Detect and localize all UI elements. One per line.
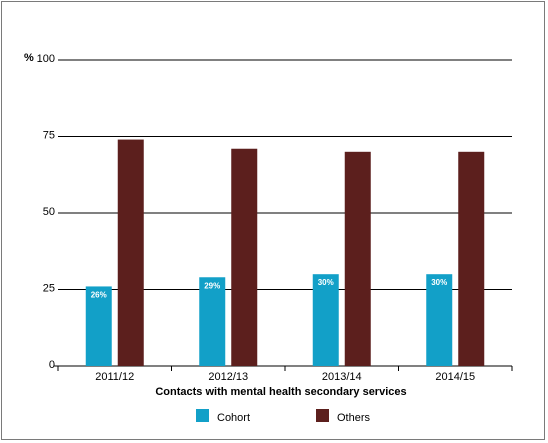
legend-swatch-cohort: [196, 409, 209, 422]
y-unit-label: %: [24, 52, 34, 64]
bar-value-label: 30%: [431, 278, 447, 287]
x-tick-label: 2013/14: [322, 371, 362, 383]
x-tick-labels: 2011/12 2012/13 2013/14 2014/15: [57, 366, 513, 383]
bar-cohort-4: [426, 274, 453, 366]
bar-value-label: 30%: [318, 278, 334, 287]
y-tick-label: 0: [49, 359, 55, 371]
bars: 26% 29% 30% 30%: [85, 139, 485, 366]
x-tick-label: 2012/13: [208, 371, 248, 383]
x-axis-title: Contacts with mental health secondary se…: [155, 386, 406, 398]
x-tick-label: 2011/12: [95, 371, 134, 383]
bar-value-label: 26%: [91, 290, 107, 299]
bar-cohort-1: [85, 286, 112, 366]
bar-value-label: 29%: [204, 281, 220, 290]
legend: Cohort Others: [196, 409, 371, 424]
y-tick-label: 25: [43, 283, 55, 295]
bar-others-3: [344, 151, 371, 366]
bar-others-1: [117, 139, 144, 366]
legend-swatch-others: [316, 409, 329, 422]
x-tick-label: 2014/15: [435, 371, 475, 383]
y-tick-label: 100: [37, 53, 55, 65]
legend-label-others: Others: [337, 412, 371, 424]
legend-label-cohort: Cohort: [217, 412, 250, 424]
y-tick-label: 50: [43, 206, 55, 218]
bar-cohort-3: [312, 274, 339, 366]
bar-cohort-2: [199, 277, 226, 366]
y-tick-label: 75: [43, 130, 55, 142]
y-tick-labels: 0 25 50 75 100: [37, 53, 55, 371]
bar-others-2: [231, 148, 258, 366]
bar-others-4: [458, 151, 485, 366]
